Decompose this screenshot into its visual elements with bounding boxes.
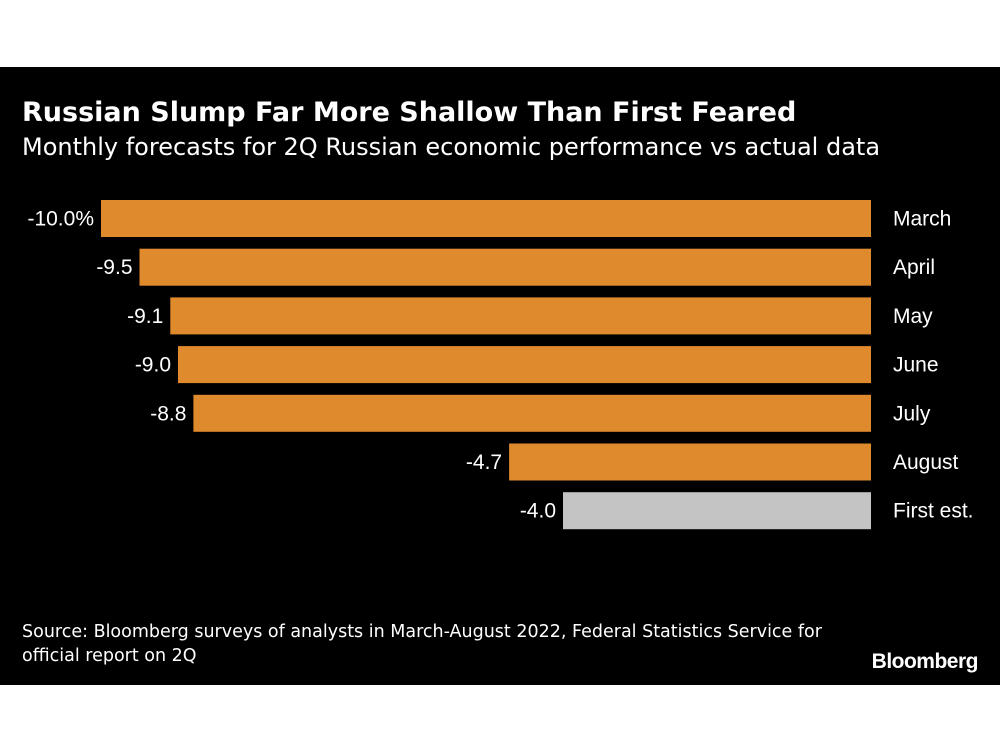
chart-subtitle: Monthly forecasts for 2Q Russian economi… — [22, 133, 881, 161]
category-label: August — [893, 451, 959, 474]
bar-july — [193, 394, 871, 432]
category-label: March — [893, 208, 951, 231]
chart-panel: Russian Slump Far More Shallow Than Firs… — [0, 67, 1000, 685]
bar-chart: -10.0% March -9.5 April -9.1 May -9.0 June -8.8 J… — [27, 200, 974, 530]
value-label: -9.1 — [127, 305, 163, 328]
bar-april — [139, 248, 871, 286]
value-label: -4.0 — [520, 500, 556, 523]
bar-august — [509, 443, 871, 481]
category-label: April — [893, 256, 935, 279]
value-label: -4.7 — [466, 451, 502, 474]
bar-may — [170, 297, 872, 335]
category-label: June — [893, 354, 939, 377]
bloomberg-logo: Bloomberg — [871, 650, 979, 673]
bar-first-est — [563, 492, 871, 530]
value-label: -10.0% — [27, 208, 94, 231]
bar-june — [178, 346, 871, 384]
value-label: -9.0 — [135, 354, 171, 377]
source-note: Source: Bloomberg surveys of analysts in… — [22, 622, 822, 666]
chart-title: Russian Slump Far More Shallow Than Firs… — [22, 97, 797, 128]
category-label: July — [893, 402, 931, 425]
category-label: First est. — [893, 500, 974, 523]
value-label: -9.5 — [96, 256, 132, 279]
category-label: May — [893, 305, 933, 328]
value-label: -8.8 — [150, 402, 186, 425]
bar-march — [101, 200, 871, 237]
